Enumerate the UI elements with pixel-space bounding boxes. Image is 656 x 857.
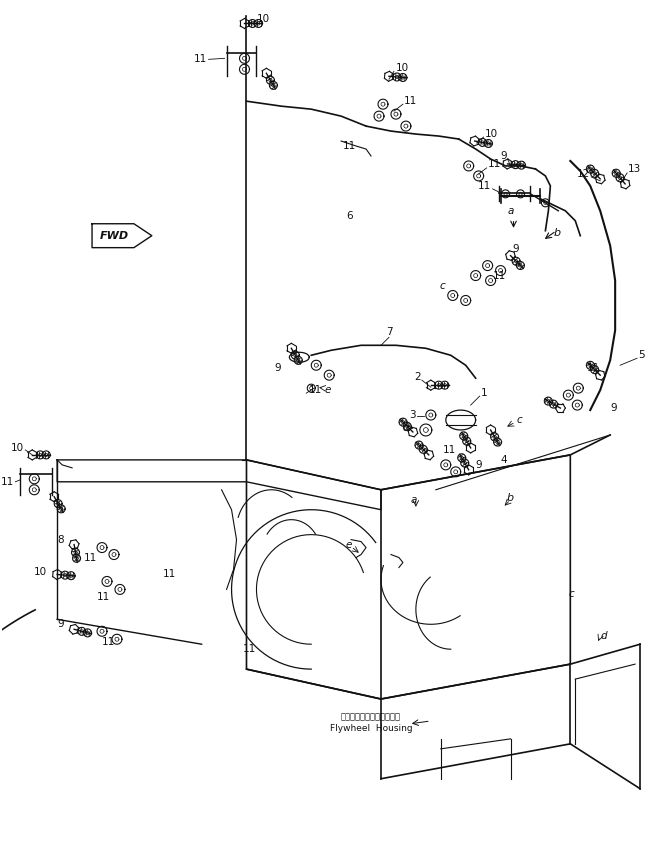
Text: 11: 11 <box>343 141 356 151</box>
Text: 11: 11 <box>243 644 256 654</box>
Text: 10: 10 <box>485 129 498 139</box>
Text: 3: 3 <box>409 410 416 420</box>
Text: 10: 10 <box>34 567 47 578</box>
Text: Flywheel  Housing: Flywheel Housing <box>330 724 413 734</box>
Text: 8: 8 <box>58 535 64 544</box>
Text: 9: 9 <box>513 243 520 254</box>
Text: 9: 9 <box>500 151 506 161</box>
Text: c: c <box>568 590 574 599</box>
Text: 11: 11 <box>102 638 115 647</box>
Text: 9: 9 <box>58 620 64 629</box>
Text: a: a <box>507 206 514 216</box>
Text: フライホイールハウジング: フライホイールハウジング <box>341 712 401 722</box>
Text: e: e <box>324 385 331 395</box>
Text: d: d <box>402 423 409 433</box>
Text: 11: 11 <box>163 569 176 579</box>
Text: 11: 11 <box>443 445 456 455</box>
Text: 9: 9 <box>610 403 617 413</box>
Text: 11: 11 <box>84 553 97 562</box>
Text: 11: 11 <box>309 385 323 395</box>
Text: 11: 11 <box>478 181 491 191</box>
Text: 9: 9 <box>275 363 281 373</box>
Text: 11: 11 <box>404 96 417 106</box>
Text: 11: 11 <box>587 363 600 373</box>
Text: 6: 6 <box>346 211 352 221</box>
Text: 10: 10 <box>256 15 270 25</box>
Text: 11: 11 <box>1 476 14 487</box>
Text: 11: 11 <box>97 592 110 602</box>
Text: 9: 9 <box>476 460 482 470</box>
Text: 10: 10 <box>11 443 24 453</box>
Text: c: c <box>440 280 446 291</box>
Text: FWD: FWD <box>100 231 129 241</box>
Text: 2: 2 <box>414 372 421 382</box>
Text: 11: 11 <box>194 54 207 64</box>
Text: a: a <box>411 494 417 505</box>
Text: e: e <box>346 540 352 549</box>
Text: 13: 13 <box>628 164 642 174</box>
Text: 10: 10 <box>396 63 409 74</box>
Text: 12: 12 <box>577 169 590 179</box>
Text: b: b <box>554 228 561 237</box>
Text: 7: 7 <box>386 327 392 338</box>
Text: c: c <box>516 415 522 425</box>
Text: 5: 5 <box>638 351 645 360</box>
Text: b: b <box>507 493 514 503</box>
Text: 4: 4 <box>501 455 507 464</box>
Text: d: d <box>600 632 607 641</box>
Text: 11: 11 <box>487 159 501 169</box>
Text: 1: 1 <box>481 388 487 399</box>
Text: 11: 11 <box>493 271 506 280</box>
